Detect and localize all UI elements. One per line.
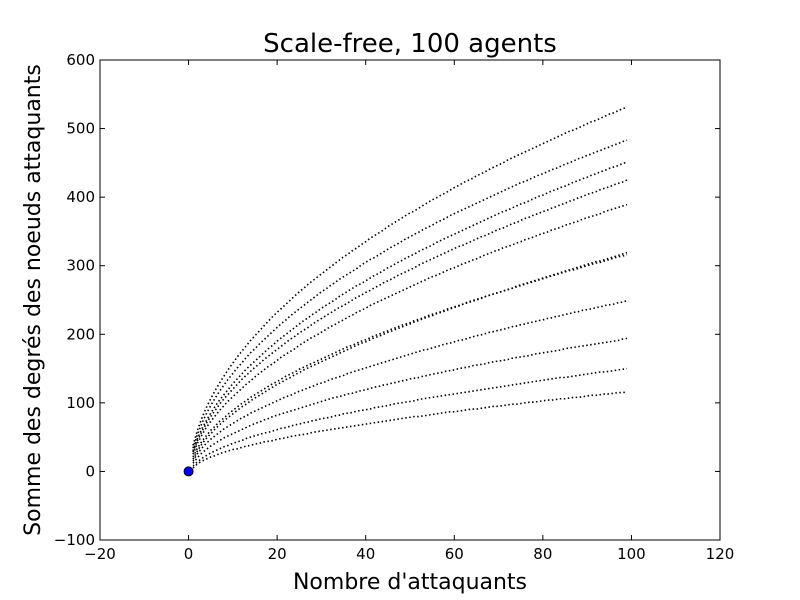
y-tick-label: 400 <box>66 188 95 206</box>
x-tick-label: 120 <box>706 545 735 563</box>
series-line-3 <box>192 203 628 455</box>
series-line-4 <box>192 161 628 452</box>
series-line-10 <box>192 179 628 453</box>
x-axis-label: Nombre d'attaquants <box>293 570 527 595</box>
y-tick-label: 300 <box>66 257 95 275</box>
x-tick-label: 60 <box>445 545 464 563</box>
x-tick-label: 100 <box>617 545 646 563</box>
marker-layer <box>183 466 194 477</box>
y-tick-label: 500 <box>66 120 95 138</box>
series-line-5 <box>192 106 628 446</box>
x-tick-label: 20 <box>268 545 287 563</box>
series-line-11 <box>192 367 628 467</box>
x-tick-label: −20 <box>84 545 116 563</box>
y-axis-label: Somme des degrés des noeuds attaquants <box>21 64 46 536</box>
y-tick-label: 0 <box>85 462 95 480</box>
chart-title: Scale-free, 100 agents <box>263 29 557 59</box>
y-tick-label: 100 <box>66 394 95 412</box>
y-tick-label: 600 <box>66 51 95 69</box>
x-tick-label: 40 <box>356 545 375 563</box>
tick-layer: −20 0 20 40 60 80 100 120 −100 0 100 200 300 400 500 60… <box>54 51 735 563</box>
series-line-1 <box>192 391 628 469</box>
plot-frame <box>99 59 721 541</box>
x-tick-label: 80 <box>533 545 552 563</box>
x-tick-label: 0 <box>184 545 194 563</box>
y-tick-label: 200 <box>66 325 95 343</box>
series-line-7 <box>192 337 628 464</box>
series-line-8 <box>192 139 628 449</box>
series-line-9 <box>192 251 628 460</box>
start-point-marker <box>183 466 194 477</box>
y-tick-label: −100 <box>54 531 95 549</box>
series-line-2 <box>192 299 628 462</box>
series-layer <box>192 106 628 469</box>
